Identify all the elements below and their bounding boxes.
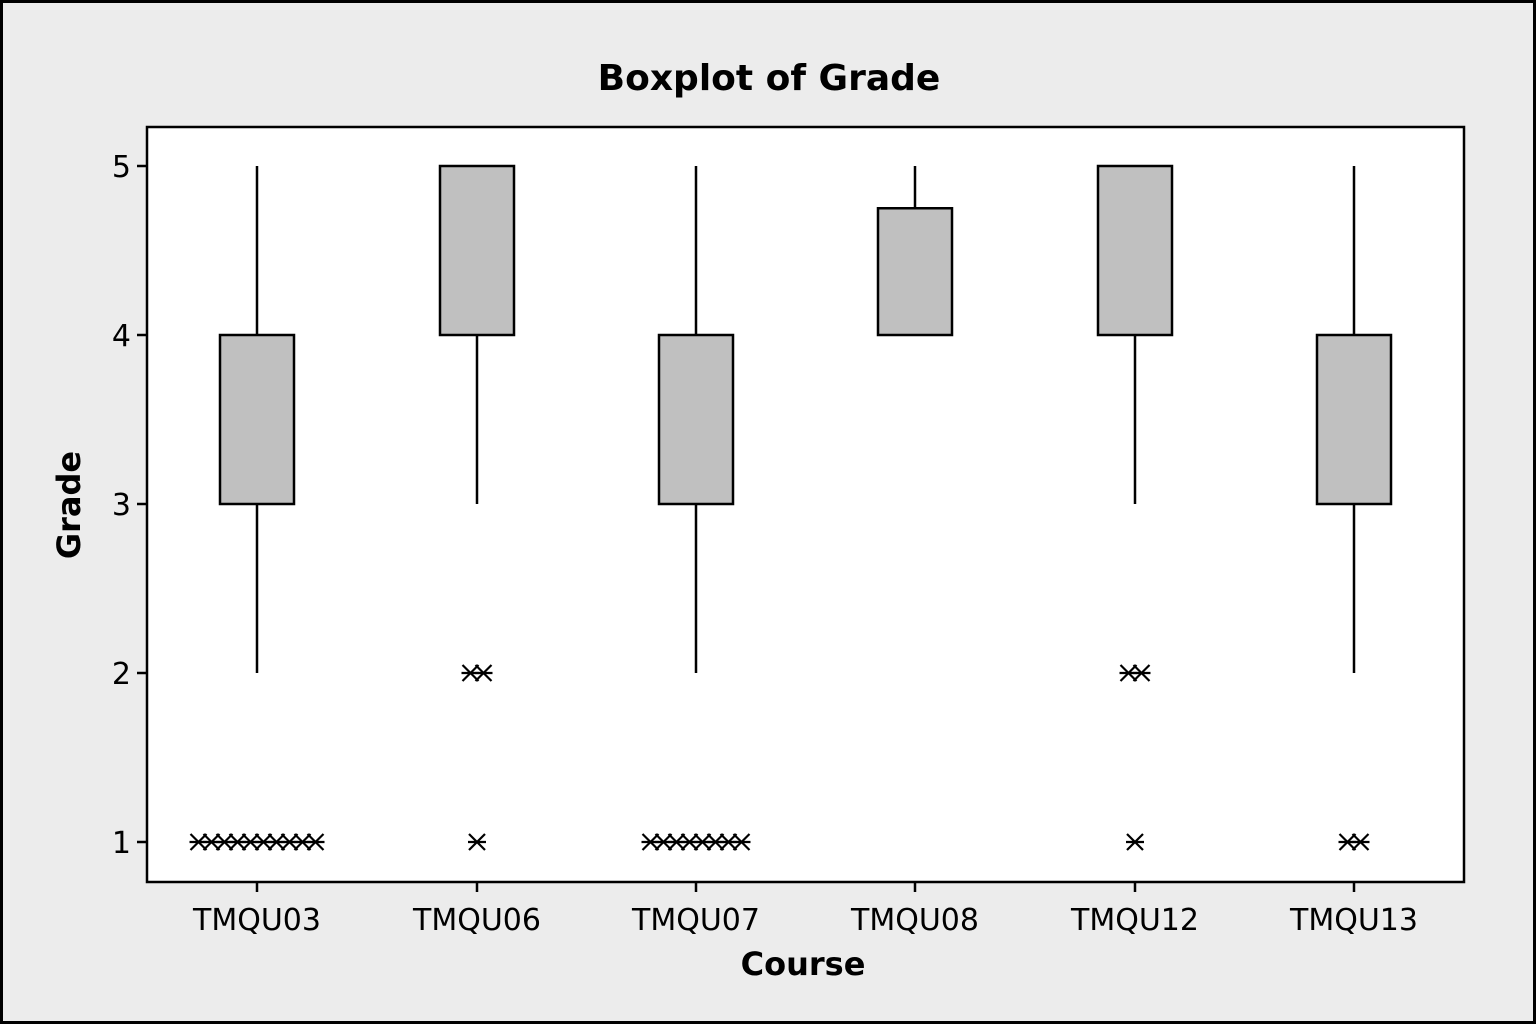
box-tmqu08 [876, 207, 954, 337]
x-tick-label-tmqu08: TMQU08 [850, 903, 979, 938]
outlier-tmqu13-1-1 [1351, 833, 1370, 851]
outlier-tmqu06-2-1 [474, 664, 493, 682]
outlier-tmqu12-1-0 [1126, 833, 1144, 851]
outlier-tmqu06-1-0 [468, 833, 486, 851]
box-tmqu13 [1315, 333, 1393, 506]
y-tick-label-1: 1 [112, 826, 131, 861]
y-tick-label-4: 4 [112, 319, 131, 354]
x-axis-title: Course [741, 945, 866, 983]
x-tick-label-tmqu12: TMQU12 [1070, 903, 1199, 938]
boxplot-chart: Boxplot of Grade 1 2 3 4 5 TMQU03 TMQU06 TMQU07… [50, 58, 1466, 983]
y-tick-label-3: 3 [112, 488, 131, 523]
y-tick-label-2: 2 [112, 657, 131, 692]
x-tick-label-tmqu13: TMQU13 [1289, 903, 1418, 938]
plot-area [145, 125, 1466, 884]
y-tick-label-5: 5 [112, 150, 131, 185]
plot-marks: 1 2 3 4 5 TMQU03 TMQU06 TMQU07 TMQU08 TMQU12 TMQU1… [112, 150, 1418, 938]
outlier-tmqu07-1-7 [732, 833, 751, 851]
x-tick-label-tmqu07: TMQU07 [631, 903, 760, 938]
box-tmqu06 [438, 164, 516, 337]
outlier-tmqu12-2-1 [1132, 664, 1151, 682]
box-tmqu03 [218, 333, 296, 506]
x-tick-label-tmqu03: TMQU03 [192, 903, 321, 938]
outlier-tmqu03-1-9 [306, 833, 325, 851]
box-tmqu12 [1096, 164, 1174, 337]
chart-title: Boxplot of Grade [598, 58, 941, 99]
y-axis-title: Grade [50, 451, 88, 559]
box-tmqu07 [657, 333, 735, 506]
x-tick-label-tmqu06: TMQU06 [412, 903, 541, 938]
